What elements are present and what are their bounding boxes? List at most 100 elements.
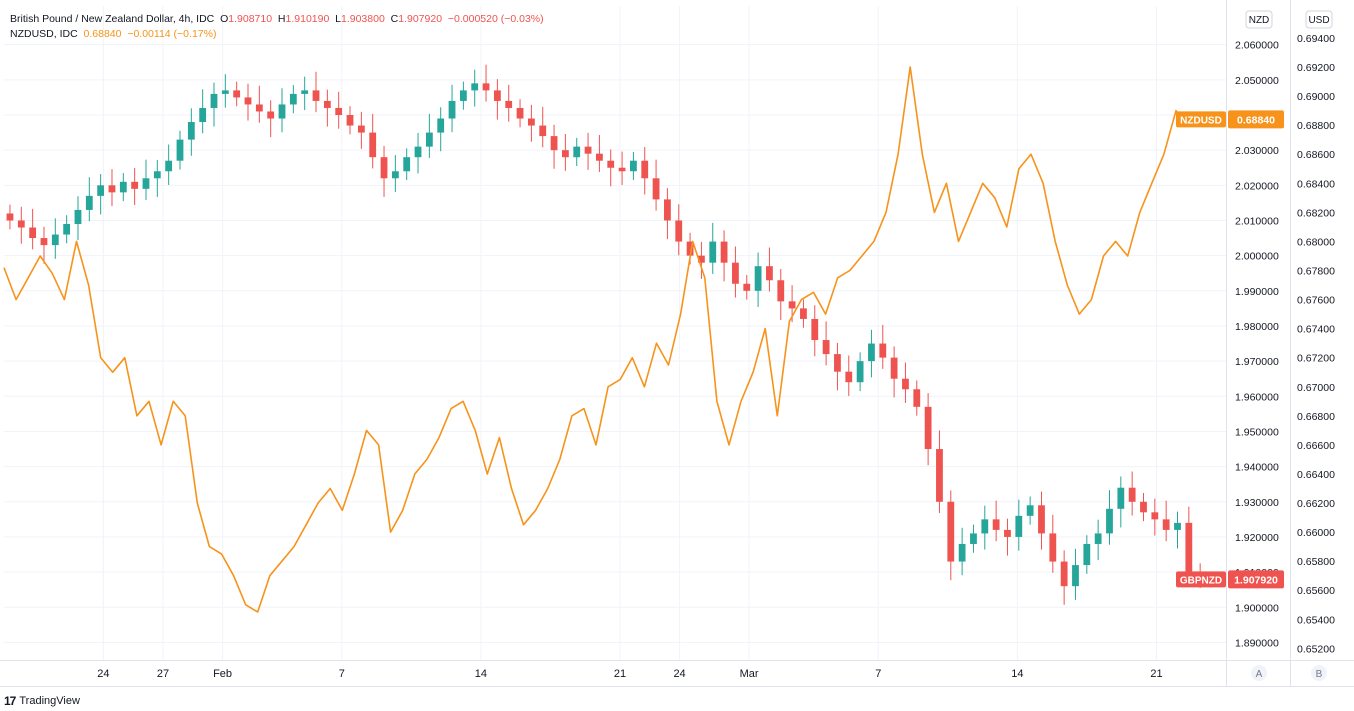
candle	[221, 74, 229, 108]
footer-branding: 17 TradingView	[4, 694, 80, 708]
candle-body	[153, 171, 161, 179]
candle-body	[17, 220, 25, 228]
time-tick-label: 7	[339, 668, 345, 680]
candle	[709, 222, 717, 274]
candle	[448, 84, 456, 133]
usd-currency-badge[interactable]	[1305, 10, 1333, 29]
gbpnzd-last-name-text: GBPNZD	[1180, 575, 1222, 586]
candle-body	[1151, 512, 1159, 520]
candle-body	[1185, 522, 1193, 573]
candle-body	[709, 241, 717, 263]
candle	[1060, 550, 1068, 605]
candle	[879, 324, 887, 369]
candle-body	[618, 167, 626, 172]
candle	[403, 148, 411, 181]
candle	[584, 132, 592, 170]
legend-low-value: 1.903800	[341, 13, 385, 25]
time-tick-label: 24	[97, 668, 109, 680]
price-tick-label: 1.920000	[1235, 532, 1279, 544]
candle	[754, 252, 762, 307]
price-tick-label: 0.65400	[1297, 614, 1335, 626]
candle-body	[664, 199, 671, 221]
price-tick-label: 2.010000	[1235, 215, 1279, 227]
candle-body	[992, 519, 1000, 530]
time-tick-label: Feb	[213, 668, 232, 680]
legend-high-label: H	[277, 13, 286, 25]
candle	[40, 226, 48, 264]
candle	[131, 168, 139, 206]
candle-body	[573, 146, 581, 158]
candle-body	[698, 255, 705, 263]
price-tick-label: 0.69200	[1297, 62, 1335, 74]
candle-body	[414, 146, 422, 158]
candle	[607, 149, 615, 187]
candle-body	[1083, 543, 1091, 566]
candle	[698, 241, 705, 279]
candle	[618, 151, 626, 185]
candle-body	[607, 160, 615, 168]
price-tick-label: 0.68800	[1297, 120, 1335, 132]
candle	[1106, 490, 1113, 545]
candle-body	[482, 83, 490, 91]
candle-body	[800, 308, 807, 319]
candle-body	[754, 266, 762, 291]
candle-body	[561, 150, 569, 158]
legend-compare-symbol: NZDUSD, IDC	[10, 28, 78, 40]
price-tick-label: 0.65200	[1297, 643, 1335, 655]
axis-button-a[interactable]	[1251, 665, 1267, 681]
price-tick-label: 1.980000	[1235, 321, 1279, 333]
candle-body	[970, 533, 977, 544]
nzd-currency-badge[interactable]	[1245, 10, 1273, 29]
candle-body	[732, 262, 739, 284]
candle	[561, 133, 569, 171]
tradingview-brand: TradingView	[19, 695, 80, 707]
candle	[1015, 499, 1023, 551]
legend-compare-change: −0.00114 (−0.17%)	[127, 28, 217, 40]
candle-body	[936, 449, 943, 502]
time-tick-label: 21	[1150, 668, 1162, 680]
candle	[1038, 491, 1045, 550]
candle-body	[584, 146, 592, 154]
candle-body	[108, 185, 116, 193]
candle	[493, 79, 501, 120]
candle	[924, 393, 932, 466]
candle	[777, 269, 785, 320]
candle-body	[187, 122, 195, 140]
candle	[811, 305, 819, 357]
candle	[505, 84, 513, 122]
price-tick-label: 0.67400	[1297, 324, 1335, 336]
candle-body	[630, 160, 637, 172]
candle	[630, 151, 637, 181]
candle	[471, 69, 479, 107]
candle	[664, 188, 671, 240]
price-tick-label: 1.940000	[1235, 462, 1279, 474]
candle-body	[811, 318, 819, 341]
candle	[29, 208, 37, 250]
candle	[108, 169, 116, 207]
gbpnzd-last-name-tag	[1176, 571, 1226, 588]
axis-button-b-label: B	[1316, 669, 1323, 680]
price-tick-label: 0.66600	[1297, 440, 1335, 452]
candle	[1026, 496, 1034, 525]
candle-body	[595, 153, 603, 161]
nzdusd-series-line	[3, 66, 1201, 613]
candle-body	[1140, 501, 1147, 513]
candle	[142, 159, 150, 201]
candle	[255, 85, 263, 123]
legend-close-value: 1.907920	[398, 13, 443, 25]
candle	[63, 215, 71, 244]
candle-body	[437, 118, 445, 133]
candle-body	[255, 104, 263, 112]
candle-body	[210, 93, 218, 108]
candle	[868, 329, 875, 378]
candle-body	[550, 136, 558, 151]
candle	[1004, 518, 1011, 556]
candle	[165, 144, 173, 185]
legend-compare-value: 0.68840	[83, 28, 122, 40]
candle-body	[1117, 487, 1125, 509]
candle	[573, 137, 581, 166]
candle	[1072, 548, 1079, 600]
axis-button-b[interactable]	[1311, 665, 1327, 681]
candle	[550, 124, 558, 169]
